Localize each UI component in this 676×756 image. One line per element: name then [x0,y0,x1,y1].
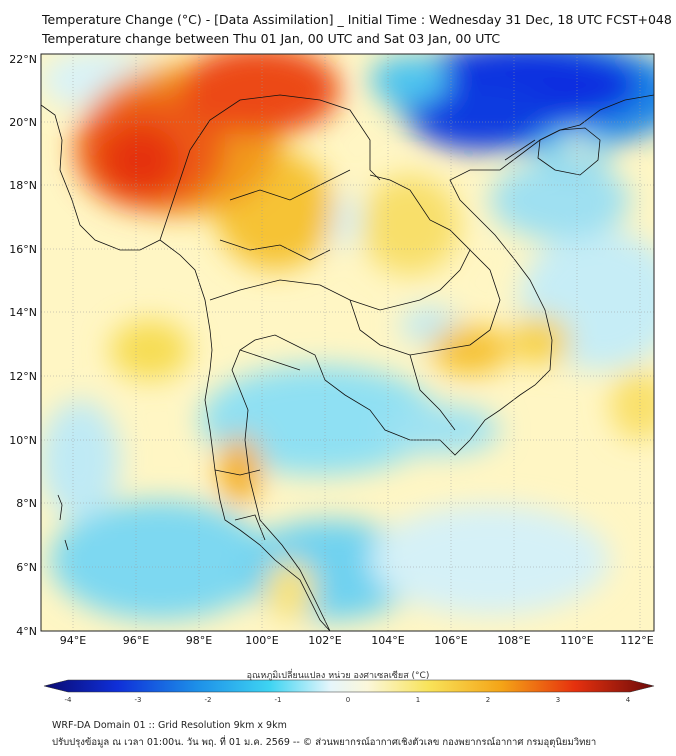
lat-label: 10°N [9,434,37,447]
lon-label: 108°E [497,634,530,647]
colorbar-tick: -4 [65,696,73,704]
lon-label: 100°E [245,634,278,647]
lat-label: 6°N [16,561,37,574]
lat-label: 14°N [9,306,37,319]
colorbar-tick: 4 [626,696,631,704]
lon-label: 104°E [371,634,404,647]
footer-domain-info: WRF-DA Domain 01 :: Grid Resolution 9km … [52,720,287,731]
lat-label: 12°N [9,370,37,383]
colorbar-tick: 0 [346,696,350,704]
colorbar-tick: 1 [416,696,420,704]
lon-label: 106°E [434,634,467,647]
graticule [41,54,654,631]
lon-label: 112°E [620,634,653,647]
colorbar-tick: -1 [275,696,282,704]
colorbar: -4 -3 -2 -1 0 1 2 3 4 [43,679,655,704]
lat-label: 8°N [16,497,37,510]
map-subtitle: Temperature change between Thu 01 Jan, 0… [42,31,501,46]
color-field [41,54,654,631]
lon-label: 110°E [560,634,593,647]
colorbar-tick: 2 [486,696,490,704]
colorbar-tick: -2 [205,696,212,704]
map-frame [40,53,655,632]
colorbar-tick: 3 [556,696,560,704]
lon-label: 96°E [123,634,149,647]
longitude-labels: 94°E 96°E 98°E 100°E 102°E 104°E 106°E 1… [60,634,654,647]
lat-label: 22°N [9,53,37,66]
latitude-labels: 4°N 6°N 8°N 10°N 12°N 14°N 16°N 18°N 20°… [9,53,37,638]
lon-label: 94°E [60,634,86,647]
lat-label: 16°N [9,243,37,256]
lat-label: 18°N [9,179,37,192]
footer-credit: ปรับปรุงข้อมูล ณ เวลา 01:00น. วัน พฤ. ที… [52,737,597,748]
colorbar-label: อุณหภูมิเปลี่ยนแปลง หน่วย องศาเซลเซียส (… [246,671,430,681]
lon-label: 98°E [186,634,212,647]
lat-label: 20°N [9,116,37,129]
map-title: Temperature Change (°C) - [Data Assimila… [42,12,672,27]
lon-label: 102°E [308,634,341,647]
colorbar-tick: -3 [135,696,142,704]
lat-label: 4°N [16,625,37,638]
